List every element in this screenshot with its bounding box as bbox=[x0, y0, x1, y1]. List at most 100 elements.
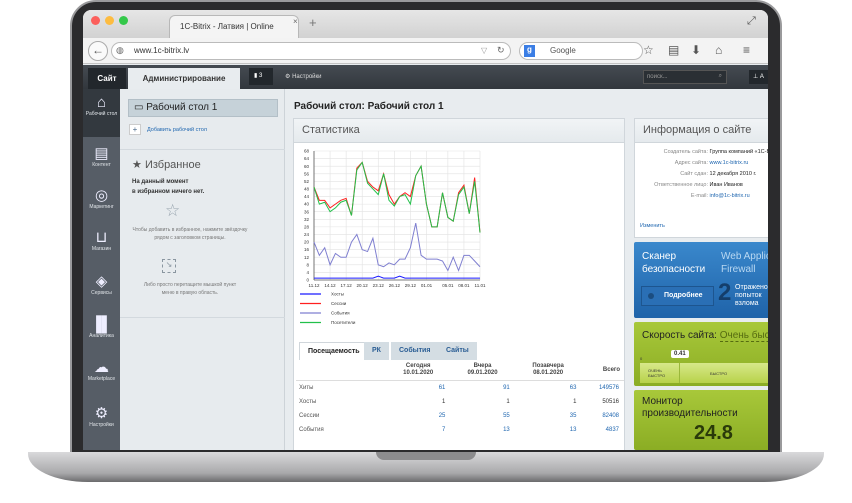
target-icon: ◎ bbox=[94, 187, 109, 204]
row-value[interactable]: 13 bbox=[503, 426, 510, 433]
tab-ad-campaigns[interactable]: РК bbox=[364, 342, 389, 360]
row-value[interactable]: 149576 bbox=[598, 384, 619, 391]
stats-table: Сегодня 10.01.2020 Вчера 09.01.2020 Позавчер… bbox=[296, 360, 624, 437]
x-tick-label: 08.01 bbox=[458, 283, 470, 288]
row-value[interactable]: 35 bbox=[569, 412, 577, 419]
tab-attendance[interactable]: Посещаемость bbox=[299, 342, 369, 360]
sidebar-item-analytics[interactable]: ▐▌ Аналитика bbox=[83, 311, 120, 359]
row-value[interactable]: 25 bbox=[438, 412, 446, 419]
site-tab[interactable]: Сайт bbox=[88, 68, 126, 89]
column-title: Вчера bbox=[473, 363, 492, 369]
notifications-button[interactable]: ▮ 3 bbox=[249, 68, 273, 85]
status-dot-icon bbox=[648, 293, 654, 299]
row-label: Хиты bbox=[299, 384, 314, 391]
column-date: 10.01.2020 bbox=[403, 370, 434, 376]
sidebar-item-settings[interactable]: ⚙ Настройки bbox=[83, 399, 120, 447]
row-value[interactable]: 91 bbox=[503, 384, 510, 391]
row-value[interactable]: 7 bbox=[442, 426, 446, 433]
bar-chart-icon: ▐▌ bbox=[90, 316, 113, 333]
stats-tabs-area: Посещаемость РК События Сайты Сегодня 10.… bbox=[296, 342, 624, 450]
admin-search-input[interactable]: поиск... ⌕ bbox=[643, 70, 727, 84]
sidebar-item-marketplace[interactable]: ☁ Marketplace bbox=[83, 353, 120, 401]
row-value[interactable]: 61 bbox=[438, 384, 446, 391]
row-value[interactable]: 13 bbox=[569, 426, 577, 433]
row-value[interactable]: 4837 bbox=[605, 426, 619, 433]
series-line-2 bbox=[313, 161, 481, 233]
sidebar-item-shop[interactable]: ⊔ Магазин bbox=[83, 223, 120, 271]
reading-list-icon[interactable]: ▤ bbox=[668, 43, 680, 57]
x-tick-label: 11.12 bbox=[309, 283, 320, 288]
monitor-icon: ▭ bbox=[134, 102, 144, 113]
y-tick-label: 4 bbox=[306, 270, 309, 275]
tab-close-icon[interactable]: × bbox=[293, 17, 298, 26]
sidebar-item-services[interactable]: ◈ Сервисы bbox=[83, 267, 120, 315]
tab-title: 1C-Bitrix - Латвия | Online bbox=[180, 22, 274, 31]
document-icon: ▤ bbox=[94, 145, 109, 162]
column-date: 09.01.2020 bbox=[467, 370, 498, 376]
dropdown-icon[interactable]: ▽ bbox=[481, 46, 488, 55]
waf-line: Web Application bbox=[721, 251, 768, 262]
download-icon[interactable]: ⬇ bbox=[691, 43, 702, 57]
administration-tab[interactable]: Администрирование bbox=[128, 68, 240, 89]
favorites-hint: Чтобы добавить в избранное, нажмите звёз… bbox=[132, 227, 248, 241]
tab-events[interactable]: События bbox=[391, 342, 439, 360]
field-value[interactable]: info@1c-bitrix.ru bbox=[709, 193, 750, 199]
globe-icon: ◍ bbox=[116, 45, 124, 55]
row-value[interactable]: 82408 bbox=[602, 412, 619, 419]
sidebar-item-marketing[interactable]: ◎ Маркетинг bbox=[83, 181, 120, 229]
url-input[interactable]: www.1c-bitrix.lv bbox=[111, 42, 511, 60]
search-engine-input[interactable]: Google bbox=[519, 42, 643, 60]
zoom-window-button[interactable] bbox=[119, 16, 128, 25]
table-row: Сессии 25 55 35 82408 bbox=[296, 409, 624, 423]
settings-link[interactable]: ⚙ Настройки bbox=[285, 73, 321, 80]
sidebar-label: Сервисы bbox=[91, 290, 112, 296]
site-info-title: Информация о сайте bbox=[635, 119, 768, 143]
column-header: Сегодня 10.01.2020 bbox=[386, 360, 450, 381]
minimize-window-button[interactable] bbox=[105, 16, 114, 25]
field-key: Адрес сайта: bbox=[674, 160, 708, 166]
close-window-button[interactable] bbox=[91, 16, 100, 25]
fullscreen-icon[interactable]: ⤢ bbox=[747, 15, 756, 27]
row-value[interactable]: 55 bbox=[503, 412, 510, 419]
series-line-3 bbox=[313, 222, 481, 272]
scanner-details-button[interactable]: Подробнее bbox=[641, 286, 714, 306]
back-icon[interactable]: ← bbox=[88, 41, 108, 61]
add-desktop-icon[interactable]: + bbox=[129, 124, 141, 135]
favorites-title: ★ Избранное bbox=[132, 158, 201, 171]
field-value[interactable]: www.1c-bitrix.ru bbox=[709, 160, 749, 166]
reload-icon[interactable]: ↻ bbox=[497, 45, 505, 55]
sidebar-label: Контент bbox=[92, 162, 111, 168]
y-tick-label: 48 bbox=[304, 187, 310, 192]
desktop-item[interactable]: ▭ Рабочий стол 1 bbox=[128, 99, 278, 117]
site-info-row: Создатель сайта: Группа компаний «1С-Бит… bbox=[635, 149, 768, 160]
y-tick-label: 16 bbox=[304, 247, 310, 252]
google-icon[interactable]: g bbox=[524, 45, 535, 57]
menu-icon[interactable]: ≡ bbox=[743, 43, 751, 57]
home-icon[interactable]: ⌂ bbox=[715, 43, 723, 57]
sidebar-item-content[interactable]: ▤ Контент bbox=[83, 139, 120, 187]
divider bbox=[120, 149, 285, 150]
sidebar-item-desktop[interactable]: ⌂ Рабочий стол bbox=[83, 89, 120, 137]
add-desktop-link[interactable]: Добавить рабочий стол bbox=[147, 127, 207, 133]
favorites-empty: На данный момент в избранном ничего нет. bbox=[132, 177, 204, 197]
edit-site-info-link[interactable]: Изменить bbox=[640, 223, 665, 229]
row-value: 1 bbox=[442, 398, 446, 405]
browser-tab[interactable]: 1C-Bitrix - Латвия | Online bbox=[169, 15, 299, 38]
tab-sites[interactable]: Сайты bbox=[438, 342, 477, 360]
empty-line: в избранном ничего нет. bbox=[132, 189, 205, 195]
notifications-count: 3 bbox=[258, 73, 263, 79]
laptop-notch bbox=[376, 452, 476, 460]
sidebar-label: Настройки bbox=[89, 422, 114, 428]
segment-line: БЫСТРО bbox=[648, 373, 666, 378]
star-icon: ★ bbox=[132, 159, 142, 171]
field-key: E-mail: bbox=[690, 193, 708, 199]
security-scanner-card: Сканер безопасности Web Application Firewa… bbox=[634, 242, 768, 318]
bookmark-star-icon[interactable]: ☆ bbox=[643, 43, 654, 57]
new-tab-button[interactable]: + bbox=[309, 15, 317, 30]
user-button[interactable]: ⊥ А bbox=[749, 70, 768, 84]
monitor-title: Монитор производительности bbox=[642, 396, 738, 420]
row-value[interactable]: 63 bbox=[569, 384, 577, 391]
favorites-title-text: Избранное bbox=[144, 159, 201, 171]
speed-segment-fast: БЫСТРО bbox=[710, 371, 728, 376]
field-value: Иван Иванов bbox=[709, 182, 743, 188]
